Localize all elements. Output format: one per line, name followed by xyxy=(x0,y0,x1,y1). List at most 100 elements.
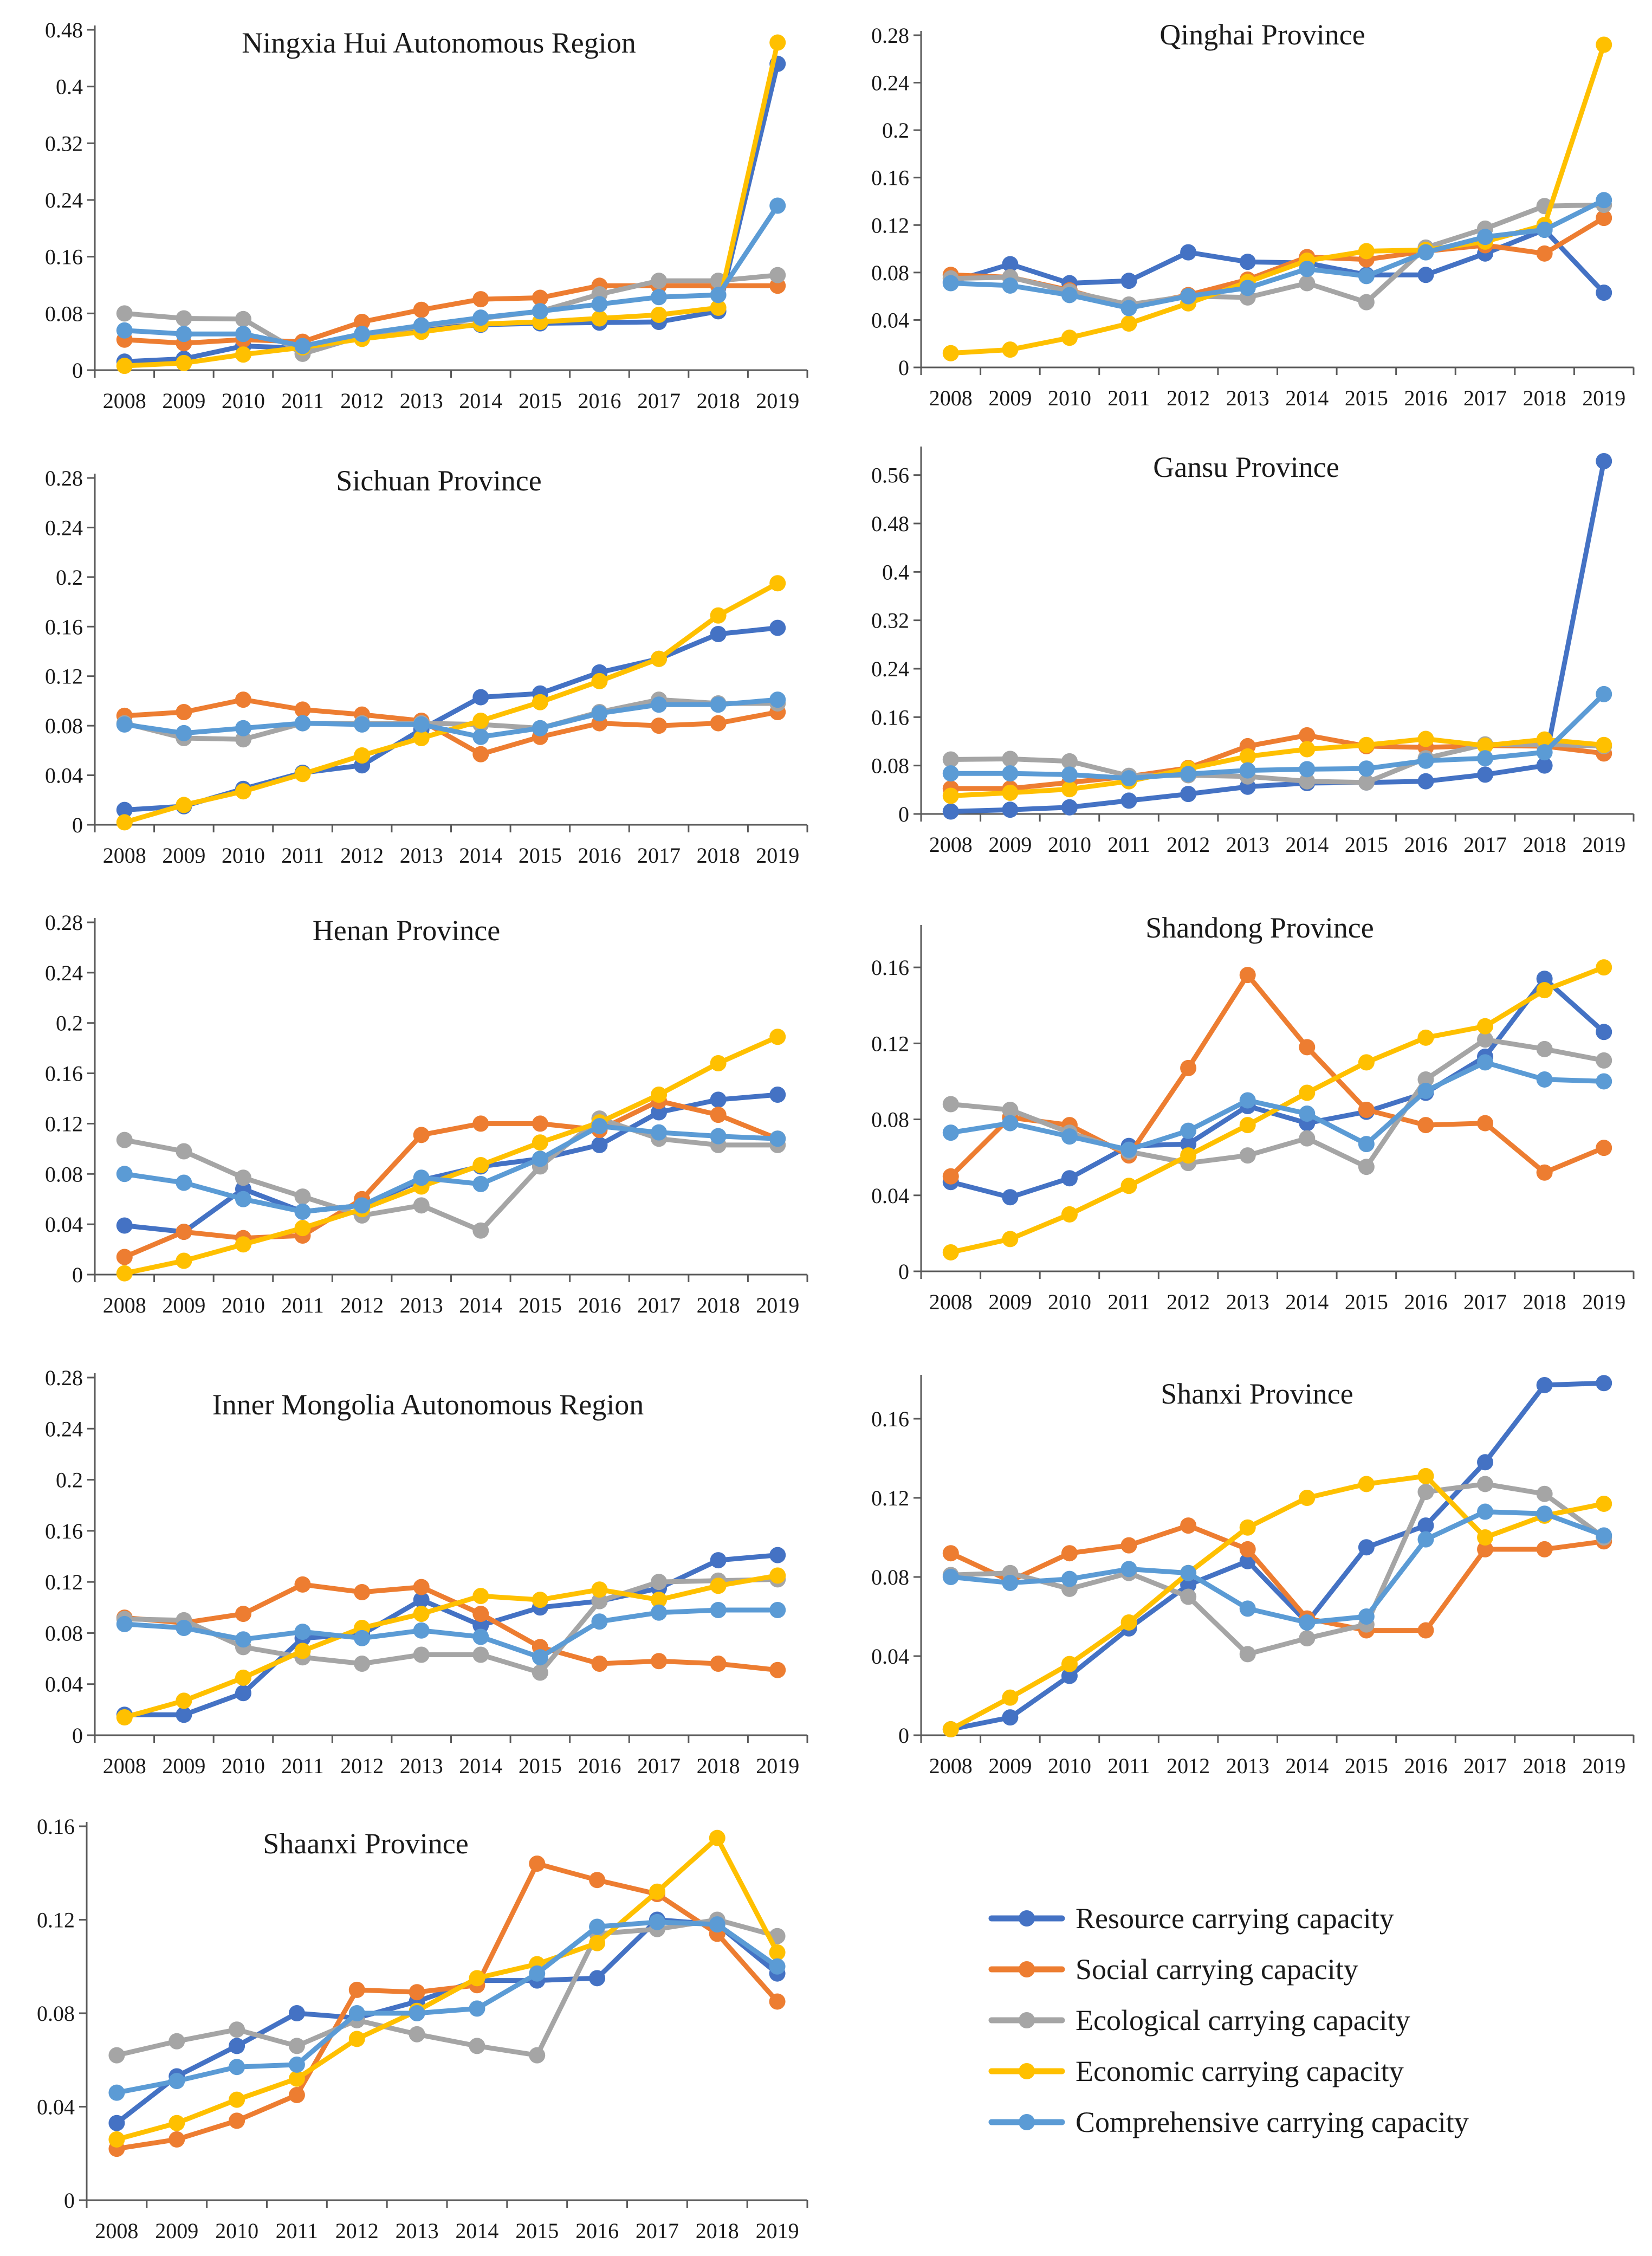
data-point-economic xyxy=(1596,959,1612,976)
x-tick-label: 2009 xyxy=(162,1754,205,1778)
data-point-social xyxy=(710,1656,727,1672)
data-point-ecological xyxy=(1596,1052,1612,1069)
x-tick-label: 2019 xyxy=(1582,1754,1625,1778)
chart-panel-3: 0 0.04 0.08 0.12 0.16 0.2 0.24 0.28 2008 2009 2010… xyxy=(45,464,808,868)
data-point-ecological xyxy=(1002,1102,1019,1119)
x-tick-label: 2014 xyxy=(459,843,502,868)
x-tick-label: 2018 xyxy=(697,1293,740,1317)
data-point-economic xyxy=(710,1055,727,1071)
data-point-social xyxy=(942,1545,959,1562)
data-point-economic xyxy=(1536,982,1553,999)
y-tick-label: 0.56 xyxy=(871,463,909,488)
chart-title: Qinghai Province xyxy=(1159,18,1365,51)
data-point-economic xyxy=(1002,1689,1019,1706)
legend-marker-comprehensive xyxy=(1019,2114,1035,2130)
data-point-resource xyxy=(1596,1375,1612,1392)
legend-label-ecological: Ecological carrying capacity xyxy=(1076,2004,1410,2037)
data-point-comprehensive xyxy=(294,338,311,354)
x-tick-label: 2016 xyxy=(1404,1754,1447,1778)
series-ecological xyxy=(942,1476,1612,1663)
data-point-social xyxy=(532,289,548,306)
series-comprehensive xyxy=(942,1503,1612,1631)
data-point-economic xyxy=(348,2031,365,2047)
data-point-comprehensive xyxy=(294,1203,311,1220)
data-point-economic xyxy=(472,1157,489,1174)
data-point-social xyxy=(769,1662,786,1678)
data-point-comprehensive xyxy=(769,691,786,708)
data-point-comprehensive xyxy=(1180,766,1197,783)
data-point-comprehensive xyxy=(1299,1106,1316,1122)
series-resource xyxy=(108,1911,786,2131)
data-point-economic xyxy=(413,730,430,746)
series-comprehensive xyxy=(942,1054,1612,1158)
data-point-economic xyxy=(1061,1656,1078,1672)
data-point-social xyxy=(229,2112,245,2129)
data-point-social xyxy=(942,1168,959,1185)
data-point-resource xyxy=(1536,1376,1553,1393)
x-tick-label: 2014 xyxy=(1285,1290,1329,1314)
data-point-economic xyxy=(769,575,786,592)
data-point-economic xyxy=(116,358,133,374)
x-tick-label: 2019 xyxy=(756,843,799,868)
legend-marker-ecological xyxy=(1019,2012,1035,2028)
data-point-comprehensive xyxy=(1180,1122,1197,1139)
data-point-economic xyxy=(1239,1519,1256,1536)
series-line-comprehensive xyxy=(948,1509,1606,1625)
data-point-social xyxy=(1180,1517,1197,1534)
data-point-ecological xyxy=(413,1197,430,1214)
chart-panel-6: 0 0.04 0.08 0.12 0.16 2008 2009 2010 2011 2012 201… xyxy=(871,912,1635,1314)
data-point-ecological xyxy=(942,751,959,768)
data-point-comprehensive xyxy=(169,2073,185,2090)
series-line-social xyxy=(948,972,1606,1179)
x-tick-label: 2010 xyxy=(222,1754,265,1778)
data-point-comprehensive xyxy=(1596,686,1612,702)
y-tick-label: 0 xyxy=(898,1259,909,1284)
data-point-comprehensive xyxy=(1239,762,1256,779)
data-point-resource xyxy=(710,1091,727,1108)
legend-item-economic: Economic carrying capacity xyxy=(988,2055,1404,2087)
data-point-comprehensive xyxy=(176,1174,192,1191)
y-tick-label: 0.2 xyxy=(56,1468,83,1492)
data-point-ecological xyxy=(769,267,786,283)
y-tick-label: 0.16 xyxy=(871,955,909,980)
data-point-economic xyxy=(288,2070,305,2087)
x-tick-label: 2016 xyxy=(578,1754,621,1778)
series-line-ecological xyxy=(122,697,780,742)
data-point-comprehensive xyxy=(529,1965,546,1982)
series-comprehensive xyxy=(942,686,1612,787)
data-point-resource xyxy=(1358,1539,1375,1556)
series-economic xyxy=(116,1029,786,1282)
series-line-comprehensive xyxy=(122,1607,780,1660)
data-point-ecological xyxy=(169,2033,185,2050)
data-point-resource xyxy=(942,803,959,820)
y-tick-label: 0.16 xyxy=(45,245,83,269)
data-point-economic xyxy=(769,1567,786,1584)
y-tick-label: 0.2 xyxy=(56,565,83,590)
data-point-economic xyxy=(942,1721,959,1738)
series-ecological xyxy=(942,1031,1612,1175)
data-point-economic xyxy=(589,1935,606,1951)
data-point-social xyxy=(1536,245,1553,262)
x-tick-label: 2019 xyxy=(1582,832,1625,857)
x-tick-label: 2010 xyxy=(222,843,265,868)
y-tick-label: 0.04 xyxy=(871,308,909,332)
data-point-economic xyxy=(1536,731,1553,748)
series-line-social xyxy=(122,283,780,346)
data-point-social xyxy=(1239,1541,1256,1557)
x-tick-label: 2008 xyxy=(103,389,146,413)
series-social xyxy=(942,967,1612,1185)
data-point-social xyxy=(472,1606,489,1622)
legend-label-comprehensive: Comprehensive carrying capacity xyxy=(1076,2106,1469,2138)
data-point-ecological xyxy=(1477,1476,1494,1492)
series-line-economic xyxy=(948,736,1606,798)
x-tick-label: 2010 xyxy=(222,389,265,413)
data-point-comprehensive xyxy=(116,322,133,339)
series-line-ecological xyxy=(948,742,1606,785)
y-tick-label: 0.4 xyxy=(882,560,909,584)
x-tick-label: 2018 xyxy=(697,843,740,868)
data-point-social xyxy=(651,1653,668,1670)
data-point-economic xyxy=(532,1134,548,1151)
y-tick-label: 0.12 xyxy=(45,664,83,689)
x-tick-label: 2018 xyxy=(1523,1754,1566,1778)
chart-panel-4: 0 0.08 0.16 0.24 0.32 0.4 0.48 0.56 2008 2009 2010… xyxy=(871,447,1635,857)
